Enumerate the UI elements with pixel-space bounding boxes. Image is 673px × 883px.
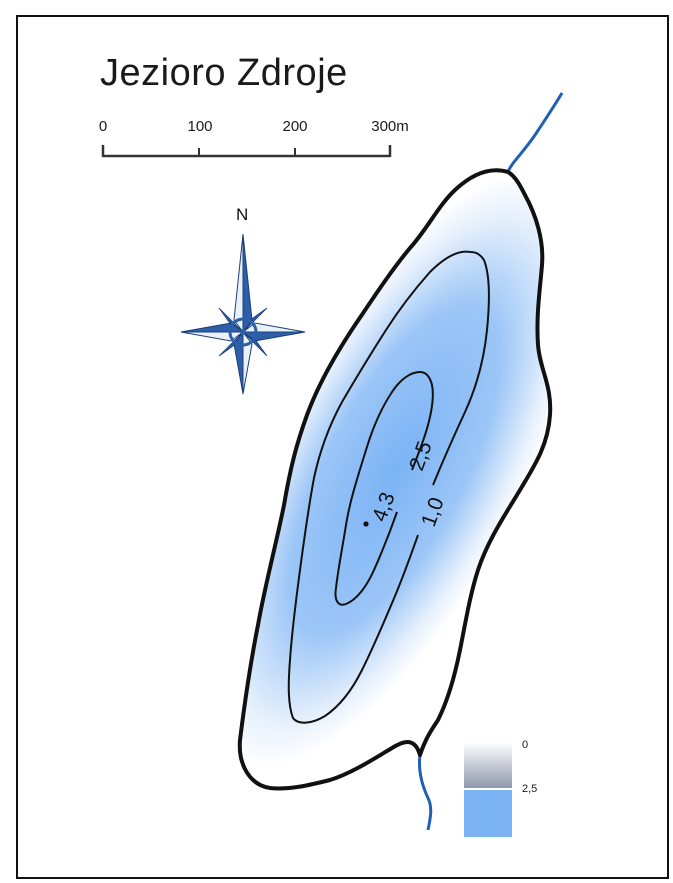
scale-label-200: 200 (282, 118, 308, 135)
legend-label-2-5: 2,5 (522, 783, 538, 795)
contour-line-2-5 (334, 371, 434, 606)
scale-bar (101, 145, 392, 158)
north-letter: N (236, 205, 248, 224)
scale-label-100: 100 (187, 118, 213, 135)
scale-label-300: 300m (371, 118, 409, 135)
map-title: Jezioro Zdroje (100, 52, 348, 94)
lake-body (239, 170, 551, 789)
scale-label-0: 0 (98, 118, 108, 135)
compass-rose-icon: N (180, 205, 306, 395)
contour-line-1-0 (287, 250, 490, 724)
lake-shoreline (237, 168, 553, 791)
depth-legend (464, 742, 512, 837)
legend-deep-swatch (464, 790, 512, 837)
legend-gradient-swatch (464, 742, 512, 788)
deepest-point-marker (363, 521, 369, 527)
outflow-river (418, 754, 433, 831)
inflow-river (506, 92, 564, 173)
legend-label-0: 0 (522, 739, 529, 751)
